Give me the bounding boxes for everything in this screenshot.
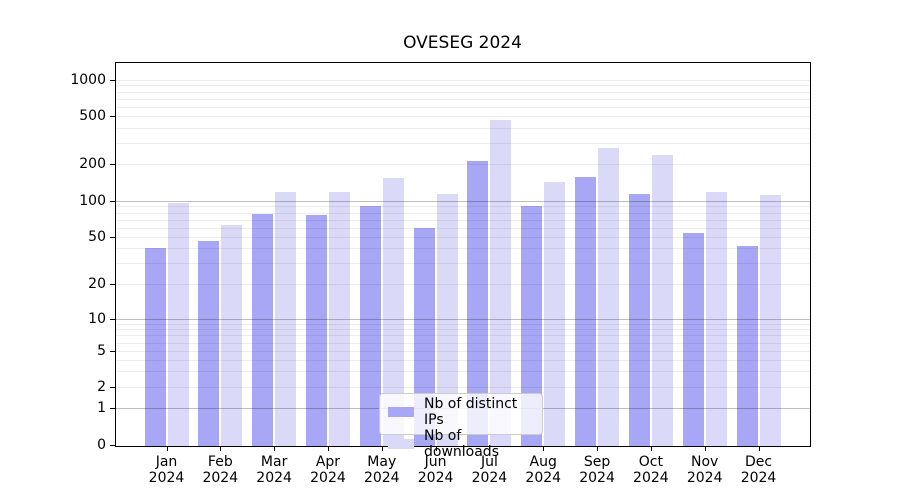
legend-label-downloads: Nb of downloads bbox=[424, 428, 499, 460]
plot-area bbox=[115, 62, 811, 447]
legend-swatch-distinct-ips bbox=[388, 407, 414, 417]
legend-label-distinct-ips: Nb of distinct IPs bbox=[424, 396, 518, 428]
x-tick-label: Feb 2024 bbox=[202, 454, 239, 486]
x-tick-label: Sep 2024 bbox=[579, 454, 615, 486]
x-tick-label: Dec 2024 bbox=[740, 454, 777, 486]
x-tick-label: Nov 2024 bbox=[686, 454, 723, 486]
y-tick-label: 2 bbox=[97, 379, 106, 395]
x-tick-label: Apr 2024 bbox=[310, 454, 346, 486]
y-tick-label: 500 bbox=[79, 108, 106, 124]
y-tick-label: 1 bbox=[97, 400, 106, 416]
chart-title: OVESEG 2024 bbox=[403, 33, 522, 53]
y-tick-label: 5 bbox=[97, 343, 106, 359]
legend: Nb of distinct IPs Nb of downloads bbox=[379, 393, 543, 460]
x-tick-label: Jan 2024 bbox=[148, 454, 185, 486]
y-tick-label: 200 bbox=[79, 156, 106, 172]
y-tick-label: 100 bbox=[79, 193, 106, 209]
legend-item-downloads: Nb of downloads bbox=[388, 428, 534, 460]
y-tick-label: 0 bbox=[97, 437, 106, 453]
y-tick-label: 1000 bbox=[70, 72, 106, 88]
legend-item-distinct-ips: Nb of distinct IPs bbox=[388, 396, 534, 428]
x-tick-label: Mar 2024 bbox=[256, 454, 292, 486]
y-tick-label: 20 bbox=[88, 276, 106, 292]
y-tick-label: 10 bbox=[88, 311, 106, 327]
legend-swatch-downloads bbox=[388, 439, 414, 449]
y-tick-label: 50 bbox=[88, 229, 106, 245]
x-tick-label: Oct 2024 bbox=[633, 454, 669, 486]
